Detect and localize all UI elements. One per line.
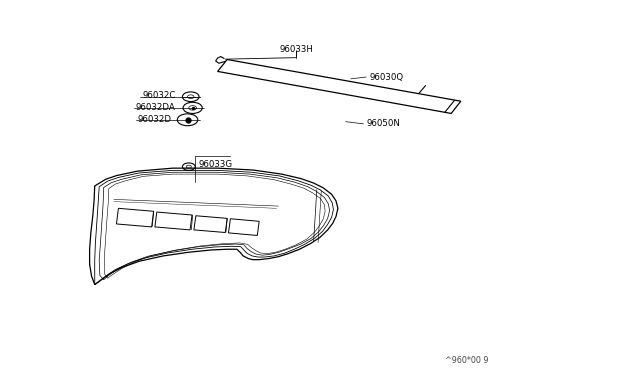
Text: 96033H: 96033H [280,45,314,54]
Text: ^960*00 9: ^960*00 9 [445,356,488,365]
Text: 96050N: 96050N [366,119,400,128]
Text: 96033G: 96033G [198,160,232,169]
Text: 96032D: 96032D [138,115,172,124]
Text: 96030Q: 96030Q [369,73,403,81]
Text: 96032C: 96032C [142,91,175,100]
Text: 96032DA: 96032DA [136,103,175,112]
